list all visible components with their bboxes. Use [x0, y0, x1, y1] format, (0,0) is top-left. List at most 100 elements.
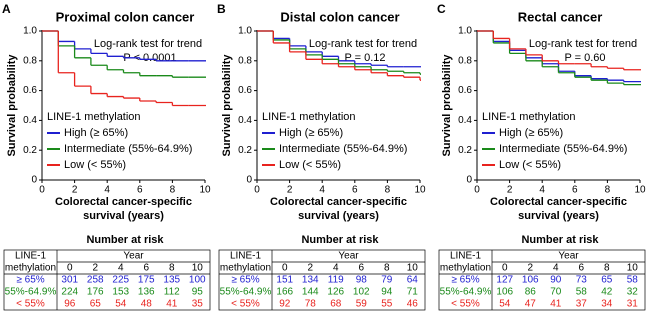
table-row-label: < 55% [16, 299, 45, 310]
y-tick-label: 1.0 [23, 26, 37, 37]
panel-letter: C [437, 2, 446, 16]
annotation: Log-rank test for trend [309, 38, 417, 50]
y-axis-label: Survival probability [6, 54, 18, 157]
table-cell: 224 [61, 287, 78, 298]
annotation: P = 0.60 [564, 52, 605, 64]
table-cell: 127 [496, 275, 513, 286]
x-tick-label: 2 [287, 185, 293, 196]
table-border [438, 249, 646, 311]
y-tick-label: 1.0 [238, 26, 252, 37]
table-cell: 46 [407, 299, 419, 310]
table-cell: 41 [166, 299, 178, 310]
table-cell: 34 [601, 299, 613, 310]
table-header: Year [338, 251, 359, 262]
x-tick-label: 6 [572, 185, 578, 196]
table-year: 4 [118, 263, 124, 274]
legend-label: Low (< 55%) [499, 159, 561, 171]
legend-title: LINE-1 methylation [482, 111, 576, 123]
legend-label: Intermediate (55%-64.9%) [279, 143, 407, 155]
table-title: Number at risk [86, 234, 164, 246]
x-axis-label: survival (years) [518, 210, 599, 222]
x-axis-label: survival (years) [83, 210, 164, 222]
table-cell: 135 [163, 275, 180, 286]
table-cell: 64 [407, 275, 419, 286]
table-cell: 70 [550, 287, 562, 298]
x-tick-label: 4 [319, 185, 325, 196]
y-tick-label: 0 [31, 175, 37, 186]
legend-label: Intermediate (55%-64.9%) [499, 143, 627, 155]
table-year: 8 [384, 263, 390, 274]
table-header: methylation [440, 263, 491, 274]
x-tick-label: 10 [199, 185, 211, 196]
y-tick-label: 0.6 [238, 85, 252, 96]
x-tick-label: 2 [507, 185, 513, 196]
table-cell: 71 [407, 287, 419, 298]
annotation: Log-rank test for trend [94, 38, 202, 50]
table-cell: 94 [381, 287, 393, 298]
table-row-label: ≥ 65% [231, 275, 259, 286]
legend-label: Low (< 55%) [279, 159, 341, 171]
table-header: Year [123, 251, 144, 262]
table-row-label: 55%-64.9% [440, 287, 492, 298]
table-cell: 78 [305, 299, 317, 310]
legend-label: High (≥ 65%) [499, 127, 563, 139]
table-cell: 95 [192, 287, 204, 298]
x-tick-label: 10 [414, 185, 426, 196]
chart-title: Proximal colon cancer [56, 9, 195, 24]
table-cell: 102 [353, 287, 370, 298]
table-cell: 98 [356, 275, 368, 286]
table-cell: 55 [381, 299, 393, 310]
table-cell: 96 [64, 299, 76, 310]
table-cell: 136 [138, 287, 155, 298]
y-axis-label: Survival probability [441, 54, 453, 157]
y-tick-label: 0.2 [458, 145, 472, 156]
table-cell: 65 [601, 275, 613, 286]
x-tick-label: 0 [39, 185, 45, 196]
y-tick-label: 0.8 [238, 55, 252, 66]
table-cell: 134 [302, 275, 319, 286]
y-tick-label: 0.4 [23, 115, 37, 126]
y-tick-label: 0.6 [458, 85, 472, 96]
table-row-label: < 55% [231, 299, 260, 310]
table-cell: 166 [276, 287, 293, 298]
table-year: 6 [143, 263, 149, 274]
x-tick-label: 6 [137, 185, 143, 196]
y-tick-label: 0.8 [23, 55, 37, 66]
y-tick-label: 1.0 [458, 26, 472, 37]
legend-title: LINE-1 methylation [47, 111, 141, 123]
table-cell: 59 [356, 299, 368, 310]
x-tick-label: 0 [254, 185, 260, 196]
table-cell: 112 [164, 287, 180, 298]
table-row-label: < 55% [451, 299, 480, 310]
y-axis-label: Survival probability [221, 54, 233, 157]
x-axis-label: Colorectal cancer-specific [270, 196, 407, 208]
y-tick-label: 0.6 [23, 85, 37, 96]
table-header: LINE-1 [230, 251, 262, 262]
table-header: Year [558, 251, 579, 262]
table-cell: 175 [138, 275, 155, 286]
table-year: 8 [604, 263, 610, 274]
table-header: LINE-1 [15, 251, 47, 262]
table-cell: 54 [499, 299, 511, 310]
y-tick-label: 0.8 [458, 55, 472, 66]
table-year: 0 [282, 263, 288, 274]
table-year: 10 [627, 263, 639, 274]
table-cell: 92 [279, 299, 291, 310]
x-axis-label: survival (years) [298, 210, 379, 222]
table-year: 2 [92, 263, 98, 274]
table-cell: 41 [550, 299, 562, 310]
table-cell: 301 [61, 275, 78, 286]
x-tick-label: 10 [634, 185, 646, 196]
table-cell: 65 [90, 299, 102, 310]
legend-label: Low (< 55%) [64, 159, 126, 171]
table-year: 4 [553, 263, 559, 274]
table-header: methylation [220, 263, 271, 274]
table-year: 2 [527, 263, 533, 274]
table-cell: 119 [328, 275, 344, 286]
table-cell: 106 [522, 275, 539, 286]
x-tick-label: 0 [474, 185, 480, 196]
table-cell: 54 [115, 299, 127, 310]
table-title: Number at risk [521, 234, 599, 246]
y-tick-label: 0.4 [238, 115, 252, 126]
table-cell: 58 [576, 287, 588, 298]
